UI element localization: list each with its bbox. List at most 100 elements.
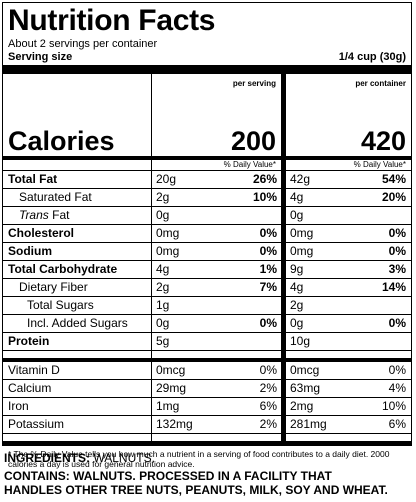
dv-per-container: 14% (381, 280, 406, 294)
nutrient-label: Total Sugars (27, 298, 94, 312)
nutrient-label: Sodium (8, 244, 52, 258)
amount-per-container: 0mg (281, 225, 345, 242)
daily-value-header-serving: % Daily Value* (151, 156, 281, 170)
nutrition-facts-title: Nutrition Facts (8, 4, 216, 37)
dv-per-container (345, 333, 411, 350)
column-header-row: per serving per container (3, 74, 411, 126)
dv-per-serving (215, 297, 281, 314)
trans-rest: Fat (48, 208, 70, 222)
dv-per-serving: 26% (252, 172, 277, 186)
dv-per-container (345, 297, 411, 314)
nutrient-row-cholesterol: Cholesterol 0mg 0% 0mg 0% (3, 224, 411, 242)
amount-per-container: 10g (281, 333, 345, 350)
ingredients-label: INGREDIENTS: (4, 451, 91, 465)
dv-per-serving (215, 207, 281, 224)
nutrient-row-trans-fat: Trans Fat 0g 0g (3, 206, 411, 224)
dv-per-serving: 6% (259, 399, 277, 413)
dv-per-container: 0% (388, 226, 406, 240)
calories-per-container: 420 (281, 126, 411, 156)
dv-per-serving: 0% (259, 316, 277, 330)
dv-per-container: 3% (388, 262, 406, 276)
ingredients-line: INGREDIENTS: WALNUTS. (4, 452, 416, 465)
nutrient-row-sodium: Sodium 0mg 0% 0mg 0% (3, 242, 411, 260)
dv-per-serving: 7% (259, 280, 277, 294)
dv-per-container: 10% (381, 399, 406, 413)
mineral-row-vitamin-d: Vitamin D 0mcg 0% 0mcg 0% (3, 358, 411, 379)
dv-per-container: 0% (388, 244, 406, 258)
dv-per-serving: 0% (259, 226, 277, 240)
nutrient-row-added-sugars: Incl. Added Sugars 0g 0% 0g 0% (3, 314, 411, 332)
trans-italic: Trans (19, 208, 49, 222)
dv-per-container: 20% (381, 190, 406, 204)
dv-per-serving: 0% (259, 244, 277, 258)
amount-per-serving: 20g (151, 171, 215, 188)
serving-size-label: Serving size (8, 51, 73, 63)
daily-value-header-row: % Daily Value* % Daily Value* (3, 156, 411, 170)
serving-size-row: Serving size 1/4 cup (30g) (8, 50, 406, 64)
amount-per-serving: 0mg (151, 225, 215, 242)
mineral-label: Iron (8, 399, 29, 413)
allergen-line-1: CONTAINS: WALNUTS. PROCESSED IN A FACILI… (4, 469, 332, 483)
mineral-row-spacer (3, 433, 411, 441)
dv-per-serving: 2% (259, 381, 277, 395)
daily-value-header-container: % Daily Value* (281, 156, 411, 170)
mineral-label: Vitamin D (8, 363, 60, 377)
nutrient-label: Dietary Fiber (19, 280, 88, 294)
nutrient-label: Total Fat (8, 172, 58, 186)
nutrient-label: Cholesterol (8, 226, 75, 240)
amount-per-container: 0mcg (281, 362, 345, 379)
amount-per-serving: 1mg (151, 398, 215, 415)
amount-per-serving: 0g (151, 315, 215, 332)
amount-per-serving: 0mg (151, 243, 215, 260)
nutrient-row-dietary-fiber: Dietary Fiber 2g 7% 4g 14% (3, 278, 411, 296)
amount-per-serving: 1g (151, 297, 215, 314)
amount-per-container: 4g (281, 189, 345, 206)
allergen-statement: CONTAINS: WALNUTS. PROCESSED IN A FACILI… (4, 469, 416, 497)
amount-per-serving: 4g (151, 261, 215, 278)
servings-per-container: About 2 servings per container (8, 38, 158, 50)
amount-per-container: 9g (281, 261, 345, 278)
amount-per-container: 0g (281, 207, 345, 224)
amount-per-serving: 29mg (151, 380, 215, 397)
mineral-row-calcium: Calcium 29mg 2% 63mg 4% (3, 379, 411, 397)
amount-per-serving: 5g (151, 333, 215, 350)
dv-per-container (345, 207, 411, 224)
amount-per-serving: 0g (151, 207, 215, 224)
dv-per-serving: 2% (259, 417, 277, 431)
per-container-header: per container (355, 79, 406, 88)
amount-per-serving: 132mg (151, 416, 215, 433)
mineral-row-potassium: Potassium 132mg 2% 281mg 6% (3, 415, 411, 433)
amount-per-container: 42g (281, 171, 345, 188)
amount-per-container: 2g (281, 297, 345, 314)
amount-per-container: 0g (281, 315, 345, 332)
amount-per-container: 63mg (281, 380, 345, 397)
dv-per-container: 6% (388, 417, 406, 431)
amount-per-container: 2mg (281, 398, 345, 415)
per-serving-header: per serving (232, 79, 276, 88)
nutrient-label: Protein (8, 334, 50, 348)
nutrient-row-spacer (3, 350, 411, 358)
nutrient-row-protein: Protein 5g 10g (3, 332, 411, 350)
dv-per-container: 4% (388, 381, 406, 395)
dv-per-serving (215, 333, 281, 350)
ingredients-value: WALNUTS. (90, 451, 155, 465)
nutrient-label: Incl. Added Sugars (27, 316, 128, 330)
nutrient-label: Saturated Fat (19, 190, 92, 204)
dv-per-container: 0% (388, 363, 406, 377)
amount-per-serving: 0mcg (151, 362, 215, 379)
nutrient-row-total-carbohydrate: Total Carbohydrate 4g 1% 9g 3% (3, 260, 411, 278)
amount-per-container: 0mg (281, 243, 345, 260)
dv-per-container: 0% (388, 316, 406, 330)
nutrient-row-total-fat: Total Fat 20g 26% 42g 54% (3, 170, 411, 188)
mineral-row-iron: Iron 1mg 6% 2mg 10% (3, 397, 411, 415)
dv-per-serving: 1% (259, 262, 277, 276)
dv-per-serving: 10% (252, 190, 277, 204)
daily-value-footnote: * The % Daily Value tells you how much a… (3, 441, 411, 469)
serving-size-value: 1/4 cup (30g) (338, 51, 406, 63)
thick-divider (3, 65, 411, 74)
calories-row: Calories 200 420 (3, 126, 411, 156)
calories-label: Calories (8, 126, 115, 156)
dv-per-container: 54% (381, 172, 406, 186)
amount-per-container: 281mg (281, 416, 345, 433)
nutrient-row-saturated-fat: Saturated Fat 2g 10% 4g 20% (3, 188, 411, 206)
